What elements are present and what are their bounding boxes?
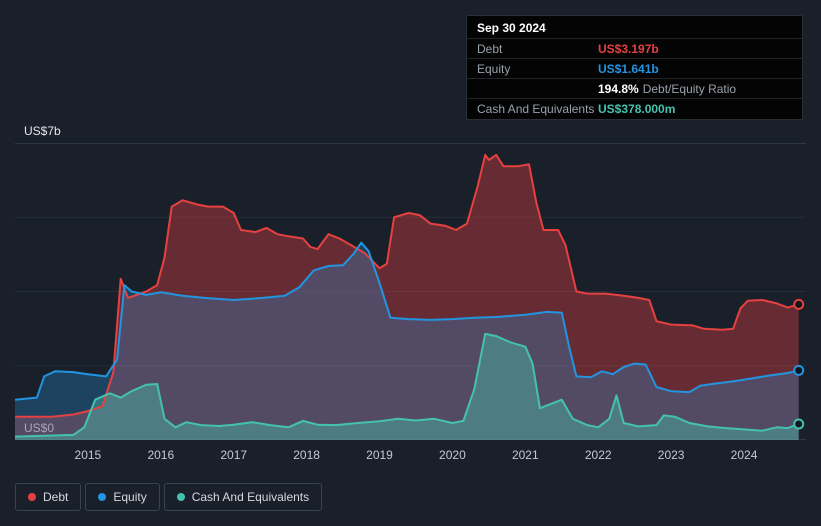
tooltip: Sep 30 2024 Debt US$3.197b Equity US$1.6… — [466, 15, 803, 120]
x-tick-2021: 2021 — [511, 448, 539, 462]
debt-series-dot-icon — [28, 493, 36, 501]
legend-equity-label: Equity — [113, 490, 147, 504]
tooltip-ratio-value: 194.8% — [598, 81, 639, 96]
tooltip-debt-row: Debt US$3.197b — [467, 38, 802, 58]
tooltip-date-row: Sep 30 2024 — [467, 17, 802, 38]
legend: Debt Equity Cash And Equivalents — [15, 483, 323, 511]
x-tick-2019: 2019 — [366, 448, 393, 462]
y-axis-label-top: US$7b — [24, 124, 61, 138]
legend-item-equity[interactable]: Equity — [85, 483, 160, 511]
tooltip-cash-value: US$378.000m — [598, 101, 676, 116]
y-axis-label-bottom: US$0 — [24, 421, 54, 435]
tooltip-ratio: 194.8% Debt/Equity Ratio — [598, 82, 802, 96]
legend-item-cash[interactable]: Cash And Equivalents — [163, 483, 323, 511]
tooltip-equity-value: US$1.641b — [598, 61, 659, 76]
x-tick-2020: 2020 — [439, 448, 466, 462]
x-tick-2016: 2016 — [147, 448, 175, 462]
chart-plot[interactable] — [15, 143, 806, 440]
tooltip-ratio-label: Debt/Equity Ratio — [642, 81, 737, 96]
tooltip-equity-row: Equity US$1.641b — [467, 58, 802, 78]
tooltip-cash-row: Cash And Equivalents US$378.000m — [467, 98, 802, 118]
x-tick-2022: 2022 — [584, 448, 612, 462]
tooltip-ratio-row: 194.8% Debt/Equity Ratio — [467, 78, 802, 98]
legend-cash-label: Cash And Equivalents — [191, 490, 310, 504]
legend-debt-label: Debt — [43, 490, 69, 504]
cash-series-dot-icon — [176, 493, 185, 501]
tooltip-cash-label: Cash And Equivalents — [477, 101, 595, 116]
tooltip-debt-value: US$3.197b — [598, 41, 659, 56]
x-tick-2023: 2023 — [657, 448, 685, 462]
x-tick-2024: 2024 — [730, 448, 758, 462]
tooltip-equity-label: Equity — [477, 61, 511, 76]
x-axis: 2015 2016 2017 2018 2019 2020 2021 2022 2023 2024 — [15, 448, 806, 464]
tooltip-debt-label: Debt — [477, 41, 503, 56]
chart-canvas — [15, 143, 806, 440]
x-tick-2018: 2018 — [293, 448, 320, 462]
x-tick-2017: 2017 — [220, 448, 248, 462]
legend-item-debt[interactable]: Debt — [15, 483, 82, 511]
x-tick-2015: 2015 — [74, 448, 102, 462]
equity-series-dot-icon — [98, 493, 107, 501]
tooltip-date: Sep 30 2024 — [477, 20, 546, 35]
